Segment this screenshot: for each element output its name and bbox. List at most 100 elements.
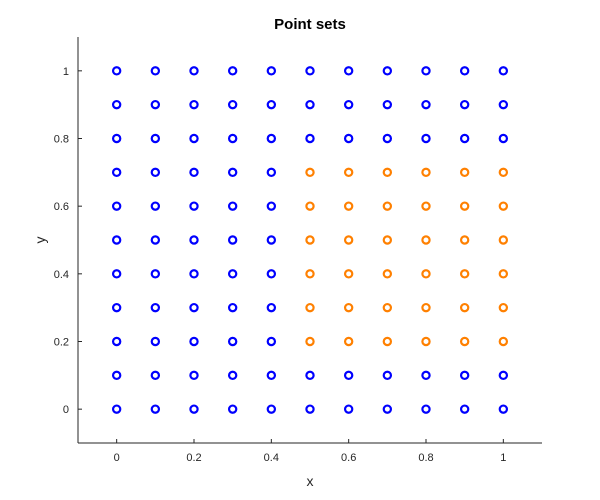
data-point xyxy=(150,99,161,110)
x-tick-label: 0.2 xyxy=(186,452,201,464)
data-point xyxy=(498,336,509,347)
x-axis-label: x xyxy=(307,473,314,489)
series-1 xyxy=(111,66,509,414)
data-point xyxy=(498,235,509,245)
series-2 xyxy=(305,167,509,347)
data-point xyxy=(382,66,393,76)
x-tick-label: 1 xyxy=(500,452,506,464)
data-point xyxy=(382,167,393,178)
y-axis-label: y xyxy=(32,237,48,244)
data-point xyxy=(189,167,199,178)
data-point xyxy=(150,133,161,144)
data-point xyxy=(305,167,315,178)
y-tick-label: 1 xyxy=(63,66,69,78)
data-point xyxy=(227,302,238,313)
data-point xyxy=(343,336,354,347)
data-point xyxy=(150,370,161,381)
axis-ticks: 0 0.2 0.4 0.6 0.8 1 0 0.2 0.4 0.6 0.8 1 xyxy=(54,66,507,464)
data-point xyxy=(343,133,354,144)
data-point xyxy=(266,99,277,110)
data-point xyxy=(305,336,315,347)
data-point xyxy=(382,201,393,211)
data-points xyxy=(111,66,509,414)
data-point xyxy=(459,302,470,313)
data-point xyxy=(266,201,277,211)
data-point xyxy=(266,269,277,279)
data-point xyxy=(111,66,122,76)
data-point xyxy=(111,404,122,414)
data-point xyxy=(266,235,277,245)
data-point xyxy=(498,99,509,110)
data-point xyxy=(305,269,315,279)
data-point xyxy=(459,99,470,110)
y-tick-label: 0.2 xyxy=(54,337,69,349)
data-point xyxy=(382,99,393,110)
data-point xyxy=(305,302,315,313)
data-point xyxy=(343,167,354,178)
data-point xyxy=(111,269,122,279)
data-point xyxy=(227,99,238,110)
data-point xyxy=(111,201,122,211)
data-point xyxy=(459,336,470,347)
data-point xyxy=(421,201,431,211)
data-point xyxy=(343,99,354,110)
chart-title: Point sets xyxy=(274,16,346,33)
data-point xyxy=(189,370,199,381)
data-point xyxy=(189,404,199,414)
data-point xyxy=(266,302,277,313)
data-point xyxy=(459,370,470,381)
data-point xyxy=(421,302,431,313)
data-point xyxy=(227,269,238,279)
data-point xyxy=(343,302,354,313)
data-point xyxy=(305,235,315,245)
data-point xyxy=(305,133,315,144)
x-tick-label: 0 xyxy=(114,452,120,464)
data-point xyxy=(150,235,161,245)
data-point xyxy=(150,336,161,347)
data-point xyxy=(189,201,199,211)
data-point xyxy=(343,269,354,279)
data-point xyxy=(421,370,431,381)
data-point xyxy=(227,336,238,347)
data-point xyxy=(150,404,161,414)
data-point xyxy=(305,404,315,414)
data-point xyxy=(227,133,238,144)
data-point xyxy=(459,201,470,211)
data-point xyxy=(150,167,161,178)
data-point xyxy=(421,404,431,414)
data-point xyxy=(305,66,315,76)
data-point xyxy=(227,66,238,76)
data-point xyxy=(227,167,238,178)
data-point xyxy=(382,235,393,245)
data-point xyxy=(266,370,277,381)
data-point xyxy=(382,370,393,381)
data-point xyxy=(459,404,470,414)
data-point xyxy=(305,370,315,381)
data-point xyxy=(459,235,470,245)
data-point xyxy=(227,201,238,211)
data-point xyxy=(111,167,122,178)
data-point xyxy=(343,404,354,414)
data-point xyxy=(189,235,199,245)
data-point xyxy=(305,99,315,110)
data-point xyxy=(421,167,431,178)
data-point xyxy=(111,133,122,144)
x-tick-label: 0.8 xyxy=(418,452,433,464)
plot-area xyxy=(78,37,542,443)
data-point xyxy=(459,269,470,279)
data-point xyxy=(382,404,393,414)
data-point xyxy=(189,269,199,279)
x-tick-label: 0.6 xyxy=(341,452,356,464)
data-point xyxy=(111,370,122,381)
data-point xyxy=(382,133,393,144)
data-point xyxy=(421,235,431,245)
data-point xyxy=(459,133,470,144)
data-point xyxy=(305,201,315,211)
data-point xyxy=(227,235,238,245)
data-point xyxy=(189,133,199,144)
data-point xyxy=(382,269,393,279)
data-point xyxy=(266,336,277,347)
data-point xyxy=(150,269,161,279)
data-point xyxy=(189,99,199,110)
data-point xyxy=(150,201,161,211)
